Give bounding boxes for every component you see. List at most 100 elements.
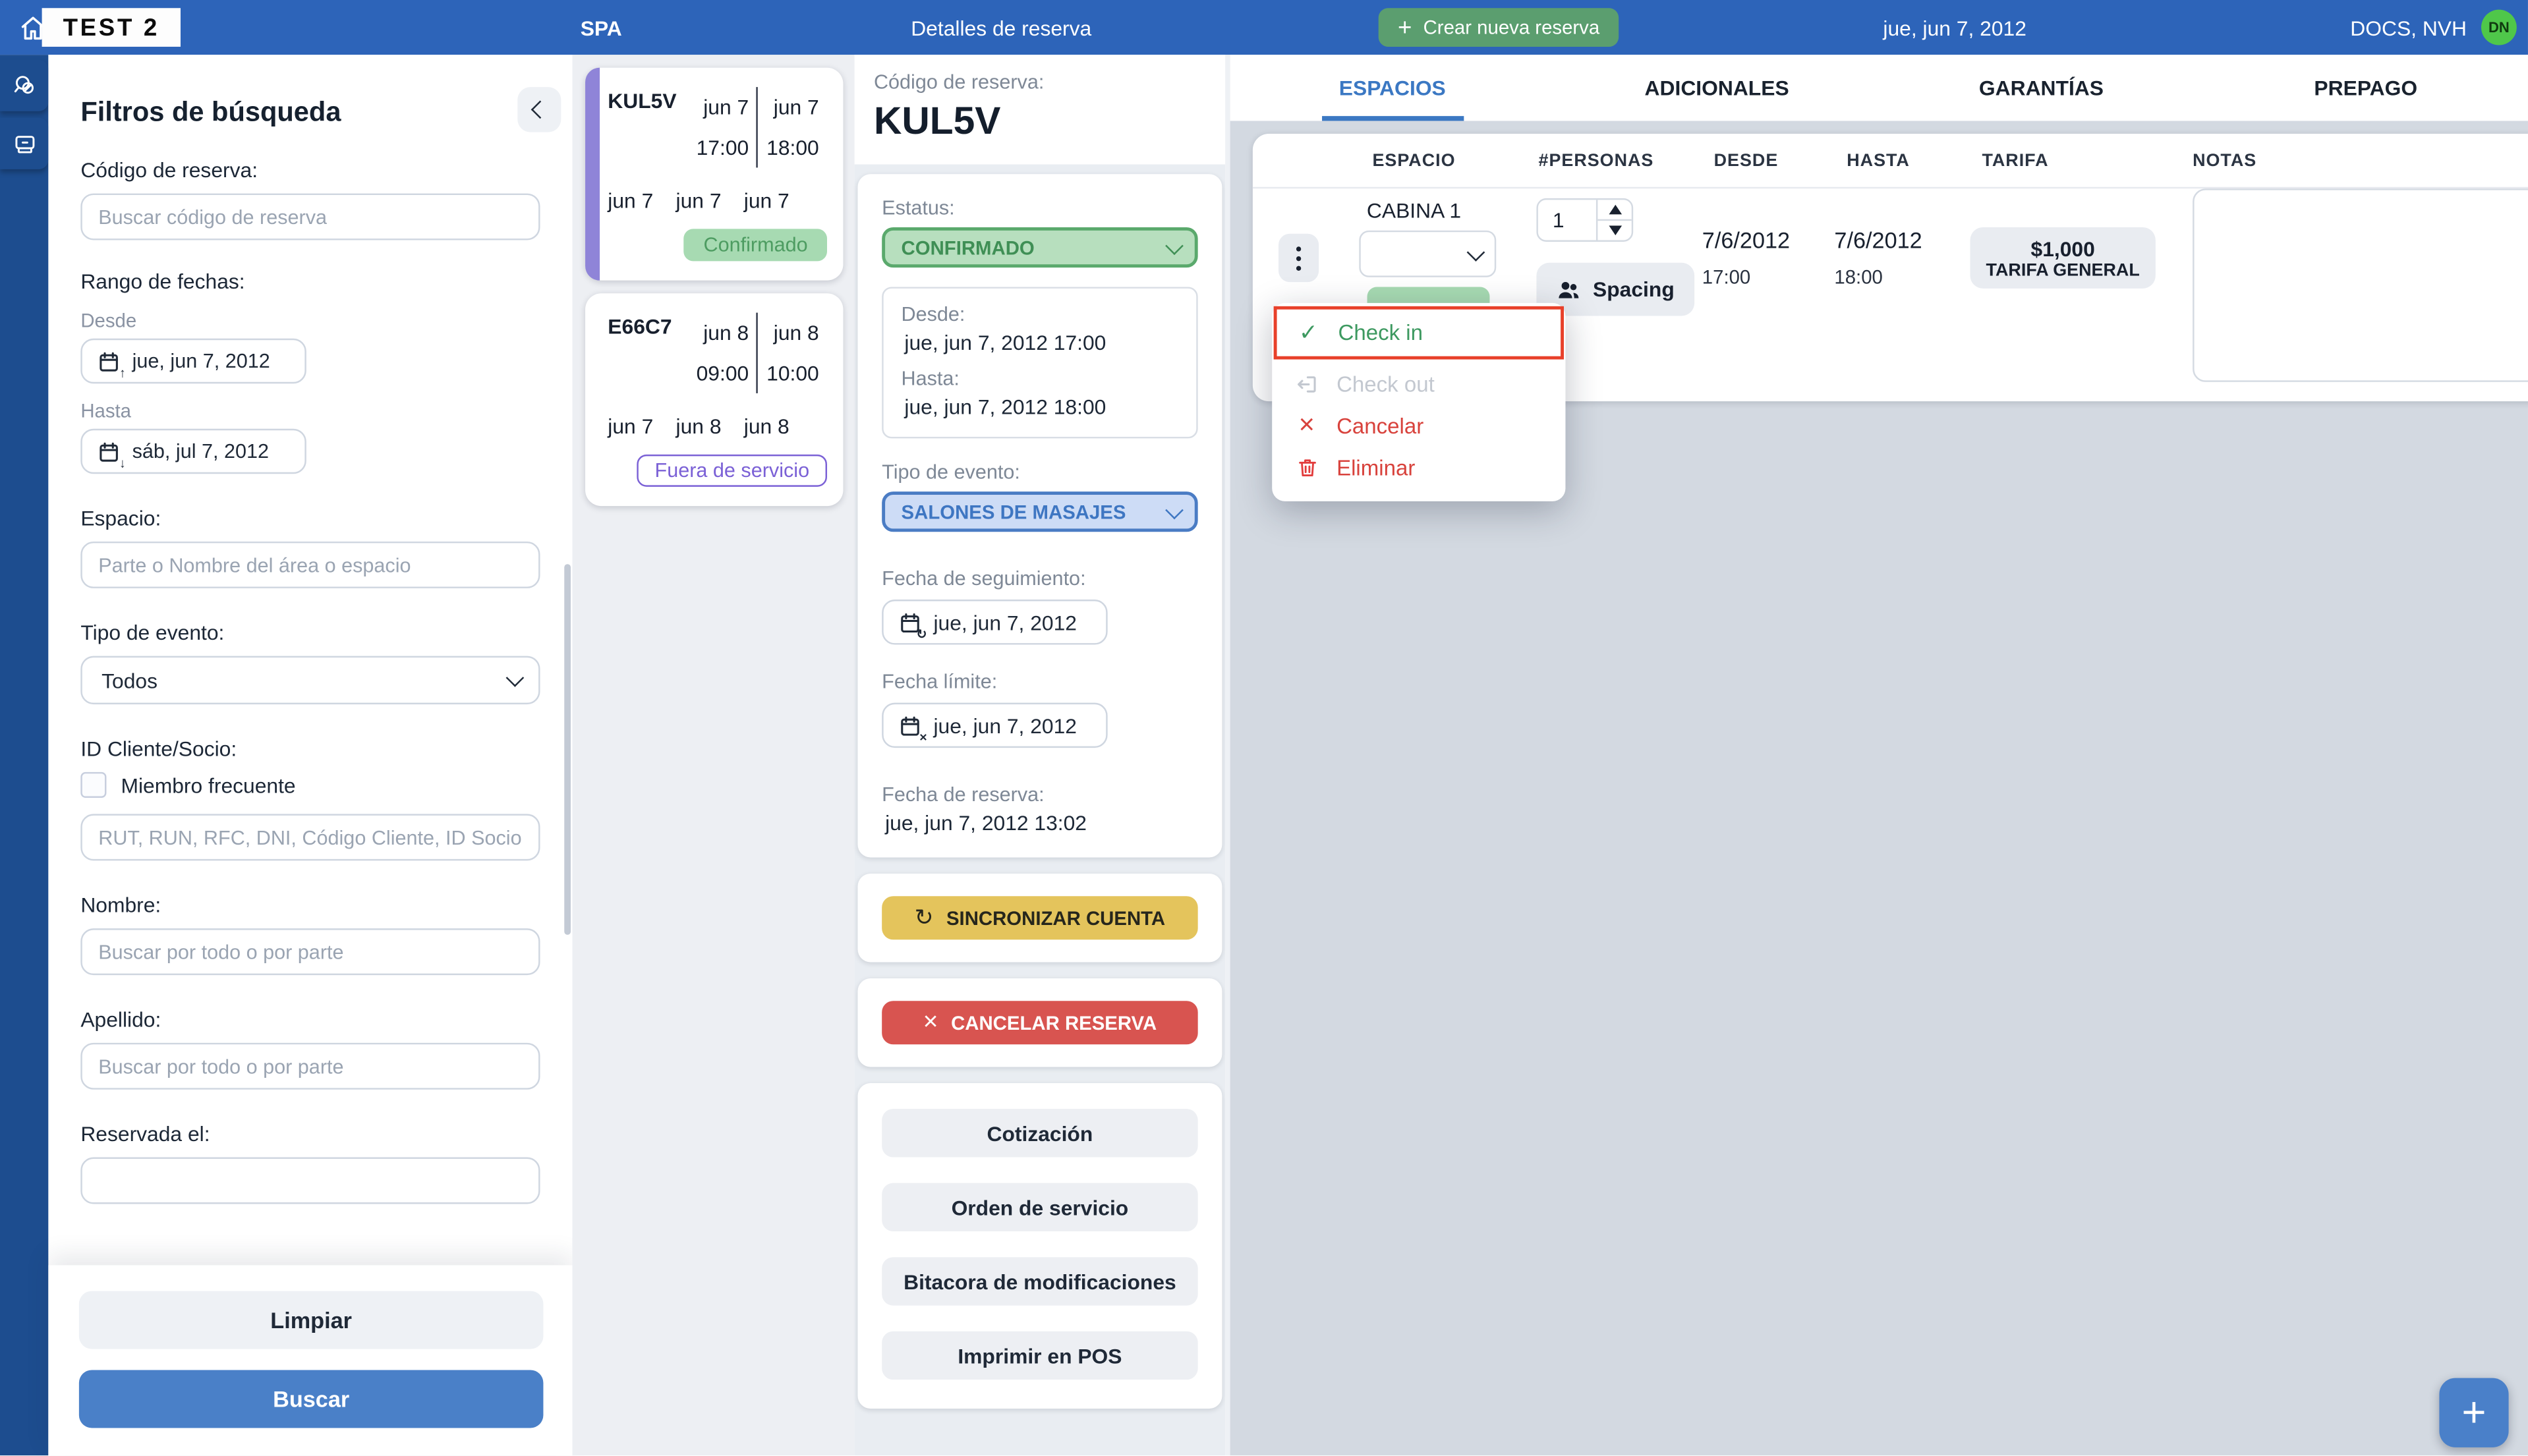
status-select[interactable]: CONFIRMADO	[882, 227, 1198, 268]
frequent-member-label: Miembro frecuente	[121, 773, 296, 797]
tab-garantias[interactable]: GARANTÍAS	[1978, 75, 2104, 100]
client-id-input[interactable]	[80, 814, 540, 861]
persons-stepper[interactable]: 1	[1536, 198, 1634, 242]
booked-on-value: jue, jun 7, 2012 13:02	[885, 810, 1087, 835]
col-header-desde: DESDE	[1713, 151, 1779, 171]
search-button[interactable]: Buscar	[78, 1370, 544, 1428]
detail-dates-box: Desde: jue, jun 7, 2012 17:00 Hasta: jue…	[882, 287, 1198, 439]
column-divider	[1225, 55, 1230, 1456]
tab-espacios[interactable]: ESPACIOS	[1230, 55, 1555, 121]
sync-account-button[interactable]: ↻ SINCRONIZAR CUENTA	[882, 896, 1198, 940]
reservation-to-date: jun 7	[773, 95, 819, 120]
frequent-member-checkbox[interactable]	[80, 771, 107, 798]
event-type-select[interactable]: Todos	[80, 656, 540, 705]
clear-button[interactable]: Limpiar	[78, 1291, 544, 1349]
menu-item-check-in[interactable]: ✓ Check in	[1273, 306, 1565, 360]
current-date: jue, jun 7, 2012	[1883, 15, 2026, 40]
triangle-down-icon	[1608, 225, 1621, 236]
calendar-x-icon: ×	[898, 714, 927, 743]
from-value: jue, jun 7, 2012 17:00	[904, 330, 1106, 355]
notes-textarea[interactable]	[2193, 188, 2528, 382]
menu-item-cancel[interactable]: × Cancelar	[1272, 405, 1565, 447]
print-pos-button[interactable]: Imprimir en POS	[882, 1331, 1198, 1380]
to-value: jue, jun 7, 2012 18:00	[904, 395, 1106, 420]
tab-prepago[interactable]: PREPAGO	[2314, 75, 2418, 100]
modification-log-button[interactable]: Bitacora de modificaciones	[882, 1257, 1198, 1306]
documents-card: Cotización Orden de servicio Bitacora de…	[857, 1082, 1222, 1409]
left-icon-rail	[0, 55, 49, 1456]
menu-item-delete[interactable]: Eliminar	[1272, 447, 1565, 489]
create-reservation-button[interactable]: + Crear nueva reserva	[1378, 8, 1619, 47]
name-label: Nombre:	[80, 893, 161, 918]
top-bar: TEST 2 SPA Detalles de reserva + Crear n…	[0, 0, 2528, 55]
reservation-to-time: 18:00	[766, 135, 819, 160]
reservation-card-e66c7[interactable]: E66C7 jun 8 09:00 jun 8 10:00 jun 7 jun …	[585, 293, 844, 507]
tab-bar: ESPACIOS ADICIONALES GARANTÍAS PREPAGO	[1230, 55, 2528, 121]
reservation-code-label: Código de reserva:	[80, 157, 258, 182]
space-name: CABINA 1	[1366, 198, 1462, 223]
cancel-card: × CANCELAR RESERVA	[857, 978, 1222, 1067]
reservation-card-kul5v[interactable]: KUL5V jun 7 17:00 jun 7 18:00 jun 7 jun …	[585, 67, 844, 281]
filters-title: Filtros de búsqueda	[80, 96, 341, 128]
to-sublabel: Hasta	[80, 399, 132, 422]
filter-from-date-button[interactable]: ↑ jue, jun 7, 2012	[80, 338, 306, 384]
row-menu-button[interactable]	[1278, 233, 1319, 283]
row-context-menu: ✓ Check in Check out × Cancelar Eliminar	[1272, 302, 1566, 501]
home-button[interactable]	[13, 8, 52, 47]
follow-up-date-value: jue, jun 7, 2012	[933, 609, 1077, 634]
stepper-down-button[interactable]	[1597, 221, 1631, 240]
avatar-initials: DN	[2488, 19, 2510, 36]
space-select[interactable]	[1359, 230, 1497, 277]
filter-to-date-button[interactable]: ↓ sáb, jul 7, 2012	[80, 428, 306, 474]
name-input[interactable]	[80, 928, 540, 976]
reservation-code: KUL5V	[608, 88, 677, 113]
reserved-on-input[interactable]	[80, 1157, 540, 1204]
filters-footer: Limpiar Buscar	[48, 1265, 573, 1456]
add-space-fab[interactable]: +	[2439, 1378, 2509, 1447]
collapse-filters-button[interactable]	[517, 87, 561, 132]
avatar[interactable]: DN	[2481, 9, 2517, 45]
event-type-value: SALONES DE MASAJES	[901, 500, 1126, 523]
quote-button[interactable]: Cotización	[882, 1109, 1198, 1158]
chevron-left-icon	[530, 100, 549, 119]
col-header-hasta: HASTA	[1847, 151, 1910, 171]
close-icon: ×	[923, 1008, 938, 1036]
tab-adicionales[interactable]: ADICIONALES	[1644, 75, 1789, 100]
pos-nav-button[interactable]	[0, 117, 49, 169]
col-header-espacio: ESPACIO	[1372, 151, 1456, 171]
chevron-down-icon	[1165, 500, 1184, 519]
stepper-up-button[interactable]	[1597, 200, 1632, 221]
trash-icon	[1293, 456, 1321, 478]
user-name: DOCS, NVH	[2350, 15, 2467, 40]
lastname-input[interactable]	[80, 1042, 540, 1090]
event-type-label: Tipo de evento:	[80, 620, 225, 645]
filters-scrollbar[interactable]	[564, 564, 571, 935]
col-header-tarifa: TARIFA	[1982, 151, 2049, 171]
event-type-select[interactable]: SALONES DE MASAJES	[882, 491, 1198, 532]
service-order-button[interactable]: Orden de servicio	[882, 1183, 1198, 1232]
clear-search-nav-button[interactable]	[0, 59, 49, 111]
brand-text: TEST 2	[63, 13, 160, 42]
detail-header: Código de reserva: KUL5V	[854, 55, 1226, 165]
row-hasta: 7/6/2012 18:00	[1834, 227, 1922, 289]
persons-value: 1	[1552, 208, 1565, 233]
deadline-date-value: jue, jun 7, 2012	[933, 713, 1077, 738]
follow-up-date-button[interactable]: ↻ jue, jun 7, 2012	[882, 600, 1108, 645]
plus-icon: +	[1398, 13, 1412, 42]
reservation-dates-row: jun 7 jun 7 jun 7	[608, 188, 790, 213]
reservation-from-date: jun 7	[703, 95, 749, 120]
spacing-label: Spacing	[1593, 277, 1675, 302]
tariff-chip[interactable]: $1,000 TARIFA GENERAL	[1970, 227, 2156, 289]
deadline-date-button[interactable]: × jue, jun 7, 2012	[882, 702, 1108, 748]
lastname-label: Apellido:	[80, 1007, 161, 1032]
cancel-reservation-button[interactable]: × CANCELAR RESERVA	[882, 1001, 1198, 1045]
from-label: Desde:	[901, 302, 965, 326]
menu-item-check-out[interactable]: Check out	[1272, 362, 1565, 405]
space-input[interactable]	[80, 541, 540, 588]
filter-from-date-value: jue, jun 7, 2012	[132, 349, 270, 373]
table-header-divider	[1252, 186, 2528, 189]
chevron-down-icon	[1165, 236, 1184, 254]
brand-logo[interactable]: TEST 2	[42, 8, 181, 47]
plus-icon: +	[2461, 1387, 2486, 1436]
reservation-code-input[interactable]	[80, 193, 540, 240]
